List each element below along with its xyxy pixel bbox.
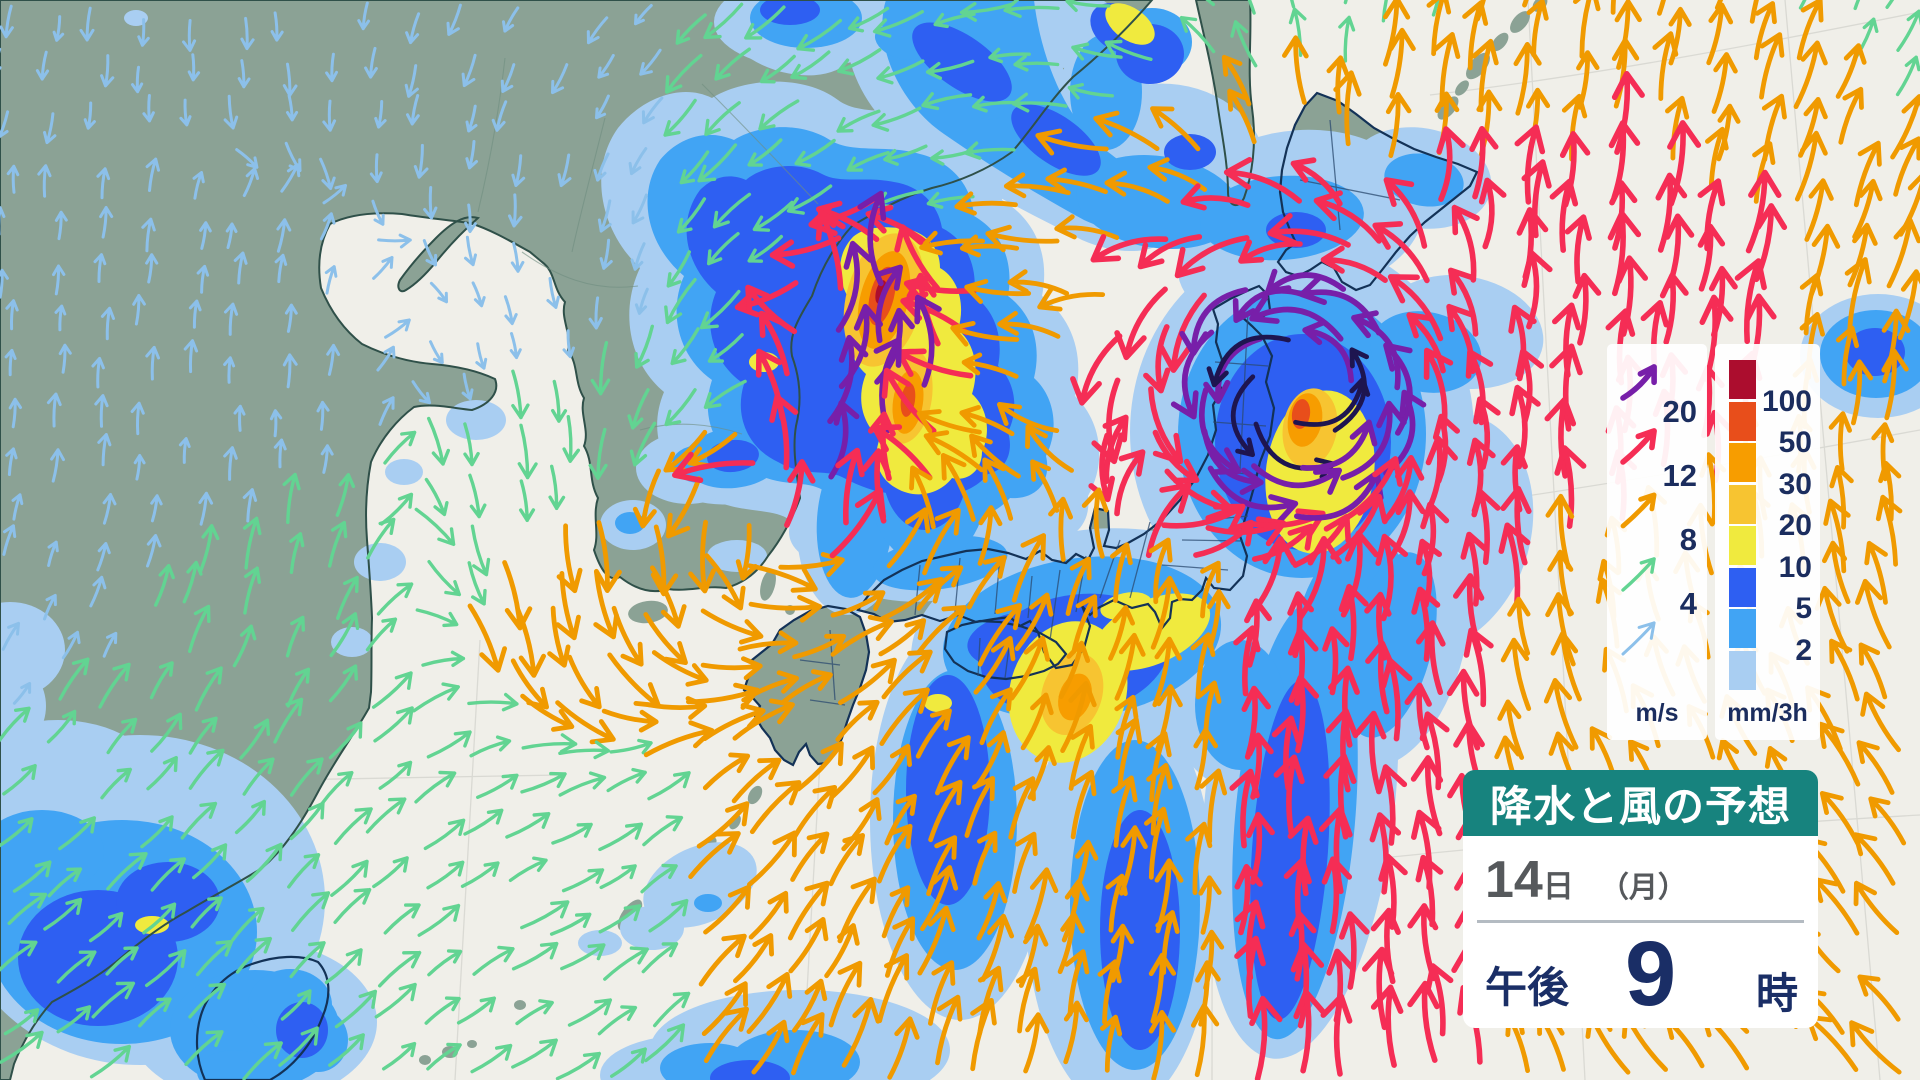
wind-speed-legend: m/s 20 12 8 4 (1607, 344, 1707, 740)
precip-threshold-value: 5 (1795, 592, 1812, 625)
time-hour: 9 (1625, 923, 1677, 1025)
wind-speed-value: 4 (1679, 586, 1697, 621)
wind-legend-arrow-20 (1620, 364, 1657, 401)
divider-line (1477, 920, 1804, 923)
date-day: 14 (1485, 851, 1543, 909)
wind-legend-arrow-12 (1620, 428, 1657, 465)
precip-threshold-value: 2 (1795, 633, 1812, 667)
wind-legend-arrow-min (1621, 621, 1656, 656)
precip-swatch-0 (1729, 360, 1756, 399)
forecast-title: 降水と風の予想 (1463, 770, 1818, 836)
precip-swatch-2 (1729, 443, 1756, 482)
wind-speed-value: 12 (1662, 458, 1697, 493)
forecast-info-box: 降水と風の予想 14 日 （月） 午後 9 時 (1463, 770, 1818, 1028)
precip-threshold-value: 20 (1778, 509, 1812, 542)
time-hour-suffix: 時 (1755, 970, 1798, 1017)
forecast-body: 14 日 （月） 午後 9 時 (1463, 836, 1818, 1028)
forecast-time: 午後 9 時 (1485, 923, 1802, 1025)
date-day-suffix: 日 (1542, 869, 1574, 904)
precip-threshold-value: 50 (1778, 426, 1812, 459)
precip-swatch-6 (1729, 609, 1756, 648)
wind-speed-value: 8 (1679, 522, 1697, 557)
time-period: 午後 (1485, 964, 1570, 1011)
precip-swatch-1 (1729, 401, 1756, 441)
precip-threshold-value: 30 (1778, 467, 1812, 501)
precip-swatch-7 (1729, 650, 1756, 690)
precip-unit-label: mm/3h (1727, 699, 1808, 727)
precip-threshold-value: 100 (1761, 384, 1812, 418)
precip-legend: mm/3h 100 50 30 20 10 5 2 (1715, 344, 1820, 740)
wind-speed-value: 20 (1662, 394, 1697, 429)
wind-legend-arrow-4 (1621, 557, 1656, 592)
precip-swatch-4 (1729, 526, 1756, 565)
wind-unit-label: m/s (1635, 699, 1679, 727)
precip-swatch-3 (1729, 484, 1756, 524)
precip-swatch-5 (1729, 567, 1756, 607)
wind-legend-arrow-8 (1620, 492, 1657, 529)
forecast-date: 14 日 （月） (1485, 850, 1687, 910)
date-weekday: （月） (1599, 872, 1687, 904)
precip-threshold-value: 10 (1778, 550, 1812, 584)
